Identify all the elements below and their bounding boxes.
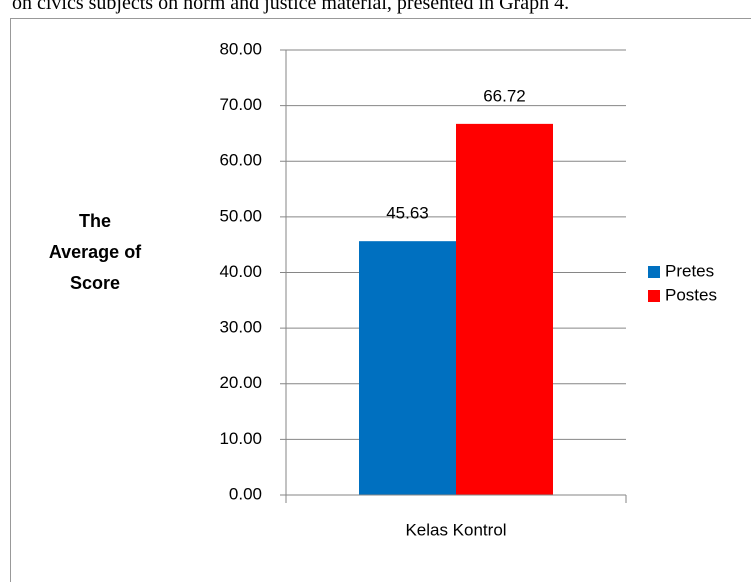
y-tick-label: 50.00	[219, 206, 262, 225]
legend-label: Postes	[665, 285, 717, 304]
y-tick-label: 30.00	[219, 318, 262, 337]
y-tick-label: 40.00	[219, 262, 262, 281]
bar	[359, 241, 456, 495]
legend-swatch	[648, 290, 660, 302]
x-tick-label: Kelas Kontrol	[405, 520, 506, 539]
y-tick-label: 20.00	[219, 373, 262, 392]
y-tick-label: 10.00	[219, 429, 262, 448]
legend-swatch	[648, 266, 660, 278]
chart-border	[10, 18, 751, 582]
value-label: 45.63	[386, 204, 429, 223]
value-label: 66.72	[483, 86, 526, 105]
y-tick-label: 60.00	[219, 151, 262, 170]
y-tick-label: 80.00	[219, 39, 262, 58]
legend-label: Pretes	[665, 261, 714, 280]
caption: on civics subjects on norm and justice m…	[12, 0, 570, 14]
bar	[456, 123, 553, 496]
y-tick-label: 70.00	[219, 95, 262, 114]
y-tick-label: 0.00	[229, 484, 262, 503]
y-axis-label: The Average of Score	[48, 211, 142, 293]
